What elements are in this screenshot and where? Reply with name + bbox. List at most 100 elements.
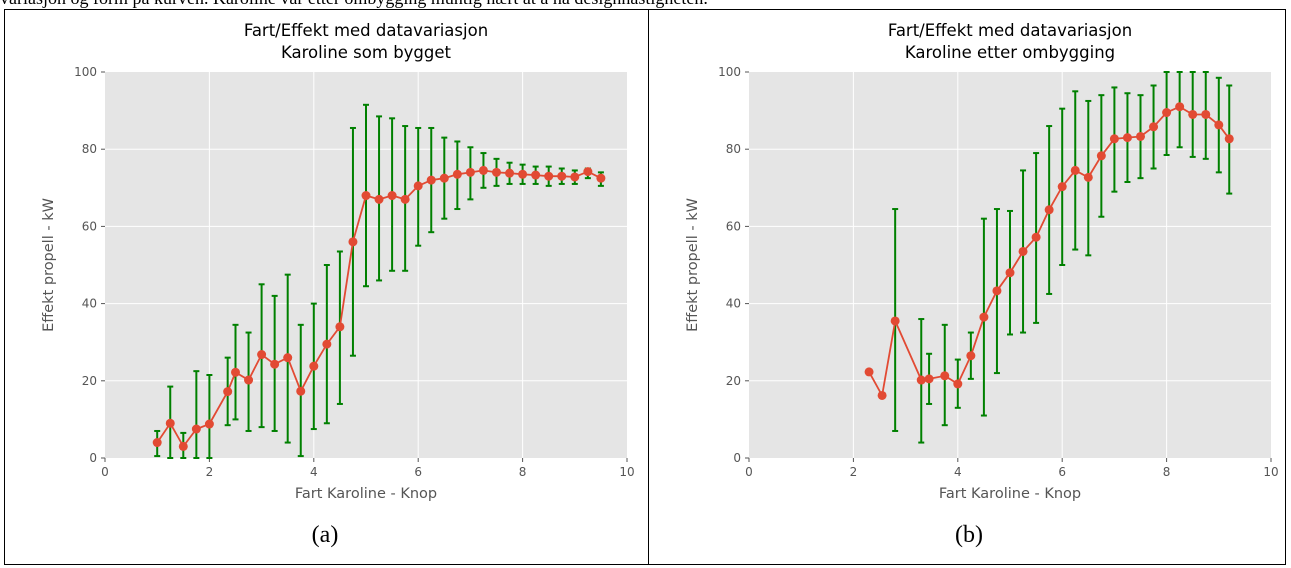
data-point bbox=[191, 424, 201, 434]
data-point bbox=[309, 361, 319, 371]
data-point bbox=[966, 351, 976, 361]
data-point bbox=[1188, 109, 1198, 119]
y-tick-label: 20 bbox=[82, 374, 97, 388]
data-point bbox=[322, 339, 332, 349]
data-point bbox=[296, 386, 306, 396]
data-point bbox=[1070, 165, 1080, 175]
y-tick-label: 0 bbox=[89, 451, 97, 465]
y-tick-label: 20 bbox=[726, 374, 741, 388]
data-point bbox=[1044, 205, 1054, 215]
data-point bbox=[426, 175, 436, 185]
chart-title: Fart/Effekt med datavariasjon bbox=[888, 21, 1132, 40]
x-tick-label: 6 bbox=[414, 465, 422, 479]
figure-table-border bbox=[4, 9, 1286, 565]
chart-title: Fart/Effekt med datavariasjon bbox=[244, 21, 488, 40]
y-tick-label: 0 bbox=[733, 451, 741, 465]
data-point bbox=[165, 418, 175, 428]
figure-table-divider bbox=[648, 9, 649, 565]
y-tick-label: 100 bbox=[718, 65, 741, 79]
data-point bbox=[348, 237, 358, 247]
data-point bbox=[1201, 109, 1211, 119]
y-tick-label: 60 bbox=[726, 219, 741, 233]
data-point bbox=[257, 350, 267, 360]
data-point bbox=[1057, 182, 1067, 192]
data-point bbox=[1096, 151, 1106, 161]
data-point bbox=[374, 194, 384, 204]
data-point bbox=[1018, 246, 1028, 256]
data-point bbox=[1083, 172, 1093, 182]
data-point bbox=[1031, 232, 1041, 242]
x-tick-label: 4 bbox=[954, 465, 962, 479]
data-point bbox=[979, 312, 989, 322]
x-tick-label: 2 bbox=[850, 465, 858, 479]
data-point bbox=[231, 367, 240, 377]
y-axis-label: Effekt propell - kW bbox=[685, 198, 701, 332]
y-tick-label: 40 bbox=[82, 297, 97, 311]
x-axis-label: Fart Karoline - Knop bbox=[939, 486, 1081, 502]
x-tick-label: 2 bbox=[206, 465, 214, 479]
data-point bbox=[557, 171, 567, 181]
data-point bbox=[1122, 133, 1132, 143]
x-axis-label: Fart Karoline - Knop bbox=[295, 486, 437, 502]
x-tick-label: 0 bbox=[101, 465, 109, 479]
data-point bbox=[492, 167, 501, 177]
data-point bbox=[1162, 108, 1172, 118]
caption-a: (a) bbox=[311, 522, 339, 548]
data-point bbox=[361, 191, 371, 201]
data-point bbox=[283, 353, 293, 363]
data-point bbox=[544, 171, 554, 181]
data-point bbox=[178, 441, 188, 451]
data-point bbox=[890, 316, 900, 326]
panel-b: 0 2 4 6 8 10 0 20 40 60 80 100 Fart/Effekt med datav… bbox=[649, 10, 1289, 565]
caption-b: (b) bbox=[955, 522, 983, 548]
y-axis-label: Effekt propell - kW bbox=[41, 198, 57, 332]
data-point bbox=[531, 170, 541, 180]
x-tick-label: 6 bbox=[1058, 465, 1066, 479]
data-point bbox=[1149, 122, 1159, 132]
x-tick-label: 10 bbox=[619, 465, 634, 479]
x-tick-label: 10 bbox=[1263, 465, 1278, 479]
y-tick-label: 40 bbox=[726, 297, 741, 311]
data-point bbox=[335, 322, 345, 332]
data-point bbox=[1136, 131, 1145, 141]
data-point bbox=[877, 390, 887, 400]
data-point bbox=[596, 173, 606, 183]
truncated-body-text: variasjon og form på kurven. Karoline va… bbox=[0, 0, 1291, 10]
x-tick-label: 0 bbox=[745, 465, 753, 479]
data-point bbox=[387, 191, 397, 201]
y-tick-label: 60 bbox=[82, 219, 97, 233]
data-point bbox=[583, 167, 593, 177]
data-point bbox=[439, 173, 449, 183]
data-point bbox=[1109, 134, 1119, 144]
data-point bbox=[204, 419, 214, 429]
data-point bbox=[1005, 268, 1015, 278]
data-point bbox=[223, 387, 233, 397]
data-point bbox=[924, 374, 934, 384]
x-tick-label: 8 bbox=[1163, 465, 1171, 479]
panel-a: 0 2 4 6 8 10 0 20 40 60 80 100 Fart/Effekt med datav… bbox=[5, 10, 645, 565]
data-point bbox=[505, 168, 515, 178]
chart-subtitle: Karoline etter ombygging bbox=[905, 43, 1115, 62]
data-point bbox=[1175, 102, 1185, 112]
data-point bbox=[452, 169, 462, 179]
data-point bbox=[916, 375, 926, 385]
data-point bbox=[478, 165, 488, 175]
y-tick-label: 80 bbox=[726, 142, 741, 156]
chart-subtitle: Karoline som bygget bbox=[281, 43, 452, 62]
y-tick-label: 80 bbox=[82, 142, 97, 156]
x-tick-label: 4 bbox=[310, 465, 318, 479]
data-point bbox=[1214, 120, 1224, 130]
data-point bbox=[518, 169, 528, 179]
data-point bbox=[465, 167, 475, 177]
data-point bbox=[152, 438, 162, 448]
data-point bbox=[270, 359, 280, 369]
data-point bbox=[864, 367, 874, 377]
data-point bbox=[400, 194, 410, 204]
y-tick-label: 100 bbox=[74, 65, 97, 79]
data-point bbox=[940, 371, 950, 381]
data-point bbox=[244, 375, 254, 385]
data-point bbox=[1224, 134, 1234, 144]
data-point bbox=[992, 286, 1002, 296]
